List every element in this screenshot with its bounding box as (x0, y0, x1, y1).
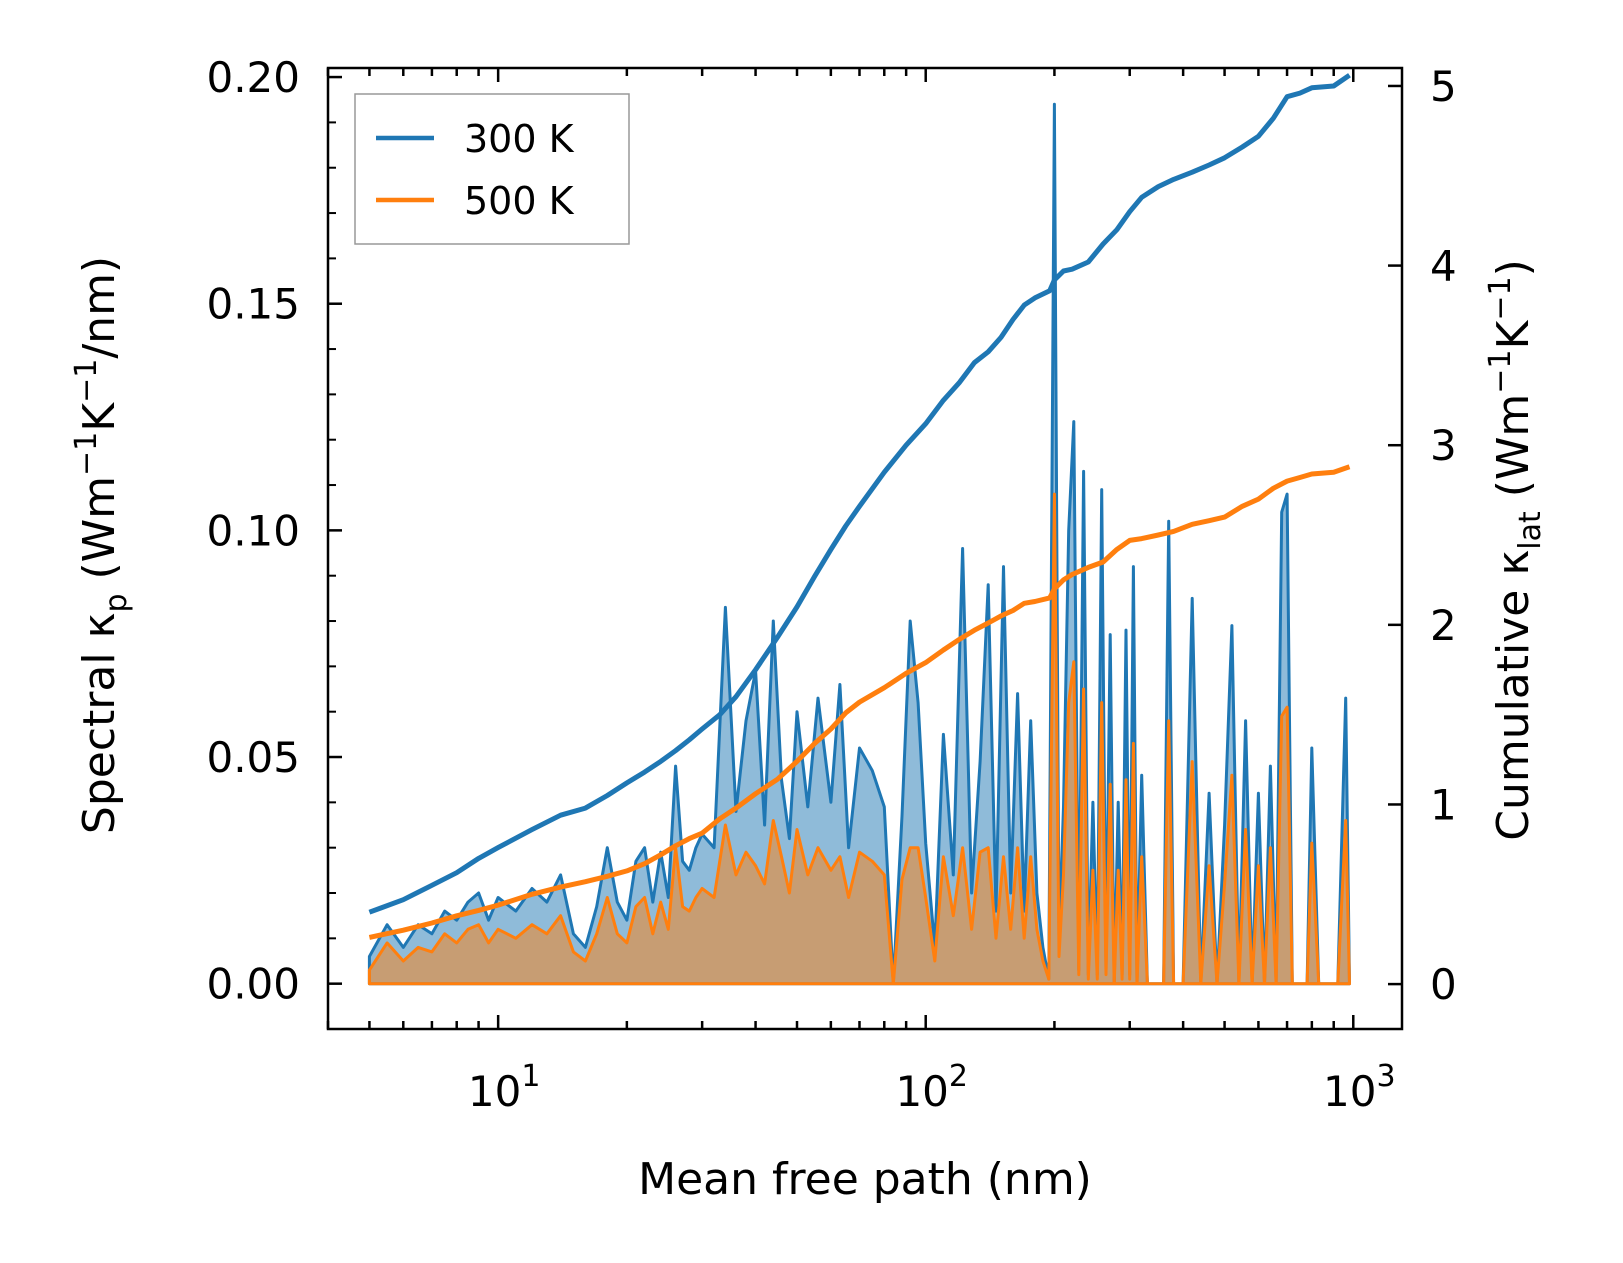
y-left-tick-label: 0.20 (206, 53, 300, 102)
legend-label-300k: 300 K (464, 117, 575, 161)
cumulative-line-500k (368, 464, 1351, 940)
y-right-tick-label: 5 (1430, 62, 1457, 111)
plot-frame (326, 66, 1404, 1031)
y-left-tick-label: 0.05 (206, 733, 300, 782)
left-y-axis-title: Spectral κp (Wm−1K−1/nm) (69, 256, 134, 834)
x-axis: 101 102 103 (326, 68, 1396, 1116)
y-right-tick-label: 3 (1430, 421, 1457, 470)
spectral-area-300k (367, 102, 1351, 986)
x-tick-label: 101 (468, 1059, 541, 1116)
x-tick-label: 102 (895, 1059, 968, 1116)
right-y-axis-title: Cumulative κlat (Wm−1K−1) (1483, 259, 1548, 841)
spectral-area-500k (367, 492, 1351, 986)
x-tick-label: 103 (1323, 1059, 1396, 1116)
legend-label-500k: 500 K (464, 179, 575, 223)
cumulative-line-300k (368, 73, 1351, 915)
left-y-axis: 0.00 0.05 0.10 0.15 0.20 (206, 53, 342, 1030)
y-left-tick-label: 0.10 (206, 506, 300, 555)
right-y-axis: 0 1 2 3 4 5 (1388, 62, 1457, 1009)
legend: 300 K 500 K (354, 93, 630, 245)
legend-box (354, 93, 630, 245)
y-left-tick-label: 0.00 (206, 960, 300, 1009)
cumulative-lines (368, 73, 1351, 940)
spectral-fills (367, 102, 1351, 986)
x-axis-title: Mean free path (nm) (638, 1154, 1092, 1205)
y-left-tick-label: 0.15 (206, 280, 300, 329)
y-right-tick-label: 2 (1430, 601, 1457, 650)
y-right-tick-label: 0 (1430, 960, 1457, 1009)
y-right-tick-label: 4 (1430, 242, 1457, 291)
y-right-tick-label: 1 (1430, 780, 1457, 829)
